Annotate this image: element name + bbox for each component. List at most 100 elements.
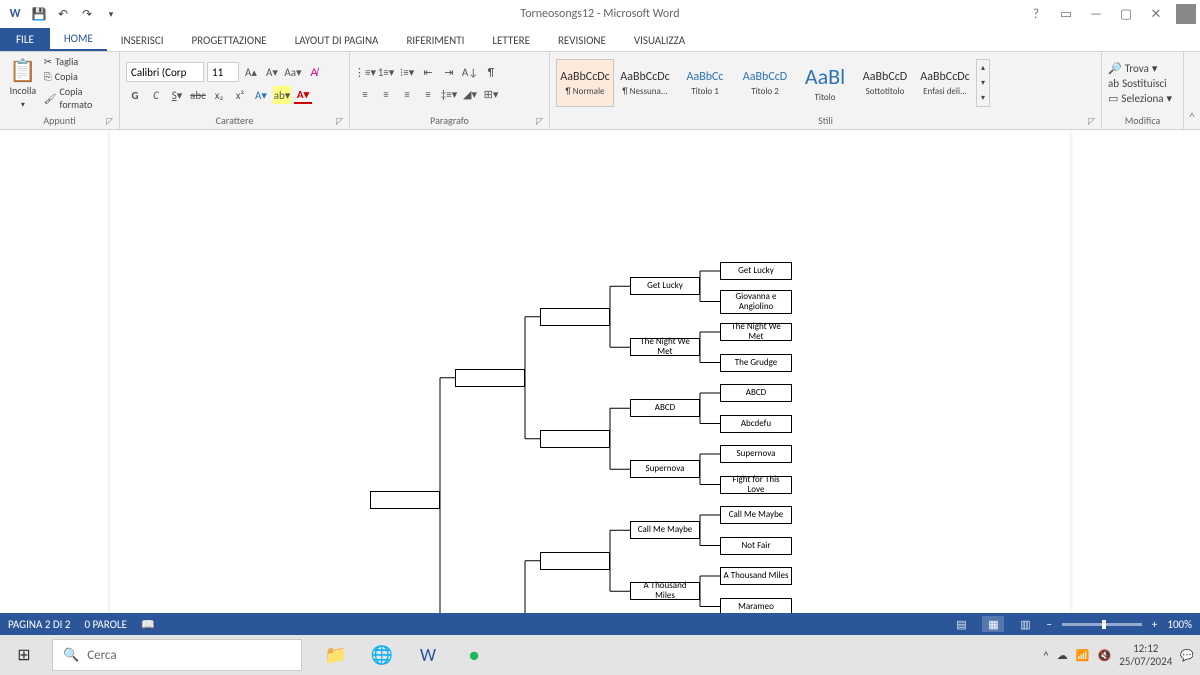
- scissors-icon: ✂: [44, 55, 52, 68]
- sort-button[interactable]: A↓: [461, 63, 479, 81]
- align-center-button[interactable]: ≡: [377, 85, 395, 103]
- strike-button[interactable]: abc: [189, 86, 207, 104]
- start-button[interactable]: ⊞: [0, 635, 48, 675]
- tray-chevron-icon[interactable]: ^: [1043, 649, 1048, 662]
- paste-button[interactable]: 📋Incolla▾: [6, 57, 40, 110]
- numbering-button[interactable]: 1≡▾: [377, 63, 395, 81]
- wifi-icon[interactable]: 📶: [1076, 649, 1090, 662]
- r16-5: Abcdefu: [720, 415, 792, 433]
- user-avatar[interactable]: [1176, 4, 1196, 24]
- tab-mailings[interactable]: LETTERE: [478, 30, 544, 51]
- borders-button[interactable]: ⊞▾: [482, 85, 500, 103]
- style-sottotitolo[interactable]: AaBbCcDSottotitolo: [856, 59, 914, 107]
- indent-button[interactable]: ⇥: [440, 63, 458, 81]
- change-case-button[interactable]: Aa▾: [284, 63, 302, 81]
- zoom-out[interactable]: −: [1046, 618, 1051, 631]
- tab-home[interactable]: HOME: [50, 28, 107, 51]
- tab-layout[interactable]: LAYOUT DI PAGINA: [281, 30, 393, 51]
- styles-dialog[interactable]: ◸: [1088, 116, 1095, 127]
- highlight-button[interactable]: ab▾: [273, 86, 291, 104]
- tab-design[interactable]: PROGETTAZIONE: [177, 30, 280, 51]
- font-size-select[interactable]: [207, 62, 239, 82]
- multilevel-button[interactable]: ⁝≡▾: [398, 63, 416, 81]
- zoom-slider[interactable]: [1062, 623, 1142, 626]
- paragraph-dialog[interactable]: ◸: [536, 116, 543, 127]
- justify-button[interactable]: ≡: [419, 85, 437, 103]
- clear-format-button[interactable]: A̸: [305, 63, 323, 81]
- document-area[interactable]: Get LuckyGiovanna e AngiolinoThe Night W…: [0, 130, 1200, 613]
- ribbon-options[interactable]: ▭: [1052, 3, 1080, 25]
- font-name-select[interactable]: [126, 62, 204, 82]
- notifications-icon[interactable]: 💬: [1180, 649, 1194, 662]
- style-enfasi-deli-[interactable]: AaBbCcDcEnfasi deli...: [916, 59, 974, 107]
- maximize-button[interactable]: ▢: [1112, 3, 1140, 25]
- help-button[interactable]: ?: [1022, 3, 1050, 25]
- tab-insert[interactable]: INSERISCI: [107, 30, 178, 51]
- grow-font-button[interactable]: A▴: [242, 63, 260, 81]
- style-titolo-2[interactable]: AaBbCcDTitolo 2: [736, 59, 794, 107]
- tab-view[interactable]: VISUALIZZA: [620, 30, 699, 51]
- bullets-button[interactable]: ⋮≡▾: [356, 63, 374, 81]
- onedrive-icon[interactable]: ☁: [1057, 649, 1068, 662]
- taskbar-search[interactable]: 🔍Cerca: [52, 639, 302, 671]
- bold-button[interactable]: G: [126, 86, 144, 104]
- tournament-bracket: Get LuckyGiovanna e AngiolinoThe Night W…: [370, 260, 1170, 613]
- word-taskbar-icon[interactable]: W: [406, 635, 450, 675]
- clock[interactable]: 12:1225/07/2024: [1119, 642, 1172, 668]
- copy-button[interactable]: ⎘Copia: [44, 70, 113, 83]
- superscript-button[interactable]: x²: [231, 86, 249, 104]
- align-left-button[interactable]: ≡: [356, 85, 374, 103]
- clipboard-dialog[interactable]: ◸: [106, 116, 113, 127]
- word-count[interactable]: 0 PAROLE: [84, 618, 126, 631]
- qat-customize[interactable]: ▾: [100, 3, 122, 25]
- redo-button[interactable]: ↷: [76, 3, 98, 25]
- underline-button[interactable]: S▾: [168, 86, 186, 104]
- replace-button[interactable]: abSostituisci: [1108, 77, 1172, 90]
- shading-button[interactable]: ◢▾: [461, 85, 479, 103]
- format-painter-button[interactable]: 🖌Copia formato: [44, 85, 113, 111]
- style--nessuna-[interactable]: AaBbCcDc¶ Nessuna...: [616, 59, 674, 107]
- zoom-level[interactable]: 100%: [1167, 618, 1192, 631]
- text-effects-button[interactable]: A▾: [252, 86, 270, 104]
- font-color-button[interactable]: A▾: [294, 86, 312, 104]
- align-right-button[interactable]: ≡: [398, 85, 416, 103]
- proofing-icon[interactable]: 📖: [141, 618, 155, 631]
- show-marks-button[interactable]: ¶: [482, 63, 500, 81]
- subscript-button[interactable]: x₂: [210, 86, 228, 104]
- zoom-in[interactable]: +: [1152, 618, 1157, 631]
- qf-1: The Night We Met: [630, 338, 700, 356]
- tab-file[interactable]: FILE: [0, 28, 50, 51]
- style--normale[interactable]: AaBbCcDc¶ Normale: [556, 59, 614, 107]
- select-button[interactable]: ▭Seleziona ▾: [1108, 92, 1172, 105]
- collapse-ribbon[interactable]: ^: [1184, 52, 1200, 129]
- italic-button[interactable]: C: [147, 86, 165, 104]
- font-dialog[interactable]: ◸: [336, 116, 343, 127]
- style-titolo[interactable]: AaBlTitolo: [796, 59, 854, 107]
- r16-7: Fight for This Love: [720, 476, 792, 494]
- close-button[interactable]: ✕: [1142, 3, 1170, 25]
- outdent-button[interactable]: ⇤: [419, 63, 437, 81]
- system-tray[interactable]: ^ ☁ 📶 🔇 12:1225/07/2024 💬: [1037, 642, 1200, 668]
- tab-references[interactable]: RIFERIMENTI: [392, 30, 478, 51]
- minimize-button[interactable]: —: [1082, 3, 1110, 25]
- save-button[interactable]: 💾: [28, 3, 50, 25]
- cut-button[interactable]: ✂Taglia: [44, 55, 113, 68]
- r16-11: Marameo: [720, 598, 792, 614]
- explorer-icon[interactable]: 📁: [314, 635, 358, 675]
- line-spacing-button[interactable]: ‡≡▾: [440, 85, 458, 103]
- r16-1: Giovanna e Angiolino: [720, 290, 792, 314]
- taskbar: ⊞ 🔍Cerca 📁 🌐 W ● ^ ☁ 📶 🔇 12:1225/07/2024…: [0, 635, 1200, 675]
- chrome-icon[interactable]: 🌐: [360, 635, 404, 675]
- print-layout-button[interactable]: ▦: [982, 616, 1004, 632]
- spotify-icon[interactable]: ●: [452, 635, 496, 675]
- styles-more[interactable]: ▴▾▾: [976, 59, 990, 107]
- undo-button[interactable]: ↶: [52, 3, 74, 25]
- tab-review[interactable]: REVISIONE: [544, 30, 620, 51]
- read-mode-button[interactable]: ▤: [950, 616, 972, 632]
- volume-icon[interactable]: 🔇: [1097, 649, 1111, 662]
- web-layout-button[interactable]: ▥: [1014, 616, 1036, 632]
- find-button[interactable]: 🔎Trova ▾: [1108, 62, 1172, 75]
- style-titolo-1[interactable]: AaBbCcTitolo 1: [676, 59, 734, 107]
- page-indicator[interactable]: PAGINA 2 DI 2: [8, 618, 70, 631]
- shrink-font-button[interactable]: A▾: [263, 63, 281, 81]
